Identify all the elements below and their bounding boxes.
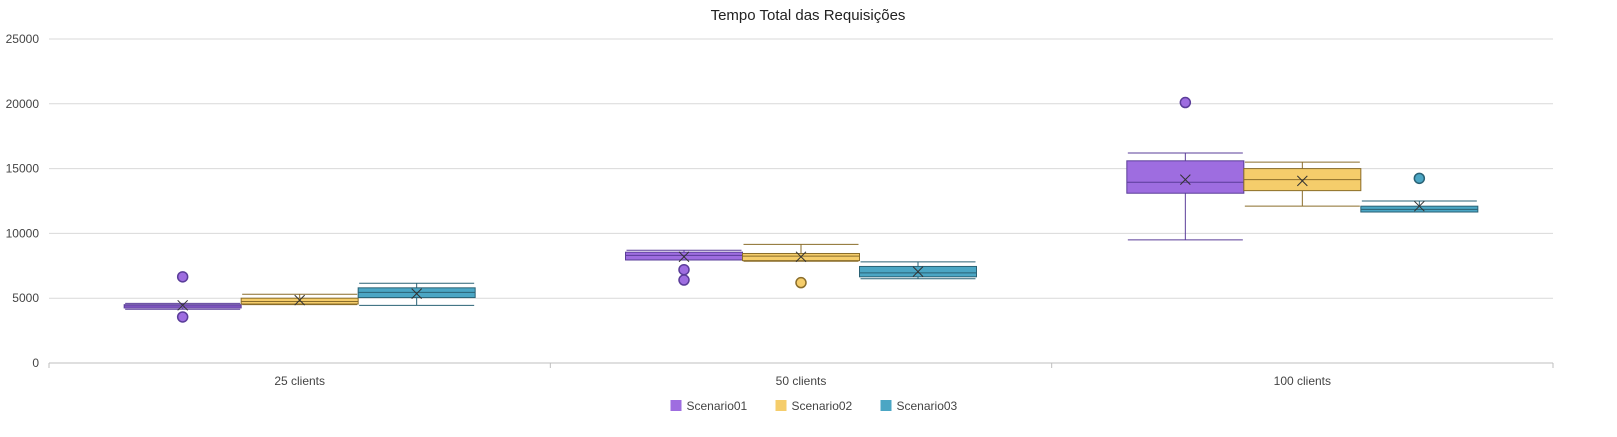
outlier-point bbox=[1413, 172, 1426, 185]
legend-swatch bbox=[880, 400, 892, 411]
mean-marker bbox=[912, 266, 924, 277]
mean-marker bbox=[294, 294, 306, 306]
legend-label: Scenario01 bbox=[687, 399, 748, 413]
legend: Scenario01 Scenario02 Scenario03 bbox=[670, 399, 958, 413]
legend-item-scenario03: Scenario03 bbox=[880, 399, 958, 413]
mean-marker bbox=[678, 251, 690, 263]
y-tick-label: 0 bbox=[32, 356, 39, 370]
legend-swatch bbox=[775, 400, 787, 411]
mean-marker bbox=[411, 288, 423, 300]
legend-item-scenario02: Scenario02 bbox=[775, 399, 853, 413]
box-scenario01-1 bbox=[625, 249, 743, 286]
box-scenario02-1 bbox=[742, 243, 860, 289]
legend-swatch bbox=[670, 400, 682, 411]
outlier-point bbox=[795, 276, 807, 289]
axes: 0 5000 10000 15000 20000 25000 25 clients 50 cl… bbox=[6, 32, 1554, 388]
outlier-point bbox=[176, 271, 189, 283]
outlier-point bbox=[678, 263, 690, 276]
gridlines bbox=[49, 38, 1553, 299]
box-scenario03-0 bbox=[357, 282, 476, 306]
y-tick-label: 5000 bbox=[12, 291, 39, 305]
box-scenario02-0 bbox=[240, 293, 359, 306]
legend-label: Scenario02 bbox=[792, 399, 853, 413]
y-tick-label: 20000 bbox=[6, 97, 40, 111]
legend-item-scenario01: Scenario01 bbox=[670, 399, 748, 413]
category-label: 50 clients bbox=[776, 374, 827, 388]
box-scenario01-0 bbox=[123, 271, 242, 323]
box-scenario02-2 bbox=[1243, 161, 1362, 207]
outlier-point bbox=[176, 311, 189, 323]
outlier-point bbox=[678, 274, 690, 286]
boxes bbox=[123, 96, 1479, 323]
outlier-point bbox=[1179, 96, 1192, 109]
mean-marker bbox=[1413, 200, 1425, 212]
y-tick-label: 25000 bbox=[6, 32, 40, 46]
mean-marker bbox=[1296, 175, 1308, 187]
mean-marker bbox=[795, 251, 807, 263]
box-body bbox=[1126, 160, 1245, 194]
legend-label: Scenario03 bbox=[897, 399, 958, 413]
category-label: 25 clients bbox=[274, 374, 325, 388]
mean-marker bbox=[1179, 174, 1191, 185]
chart-title: Tempo Total das Requisições bbox=[711, 7, 906, 24]
box-scenario03-2 bbox=[1360, 172, 1479, 213]
box-scenario03-1 bbox=[859, 261, 977, 280]
category-label: 100 clients bbox=[1274, 374, 1331, 388]
box-scenario01-2 bbox=[1126, 96, 1245, 241]
y-tick-label: 10000 bbox=[6, 226, 40, 240]
y-tick-label: 15000 bbox=[6, 162, 40, 176]
mean-marker bbox=[177, 299, 189, 311]
